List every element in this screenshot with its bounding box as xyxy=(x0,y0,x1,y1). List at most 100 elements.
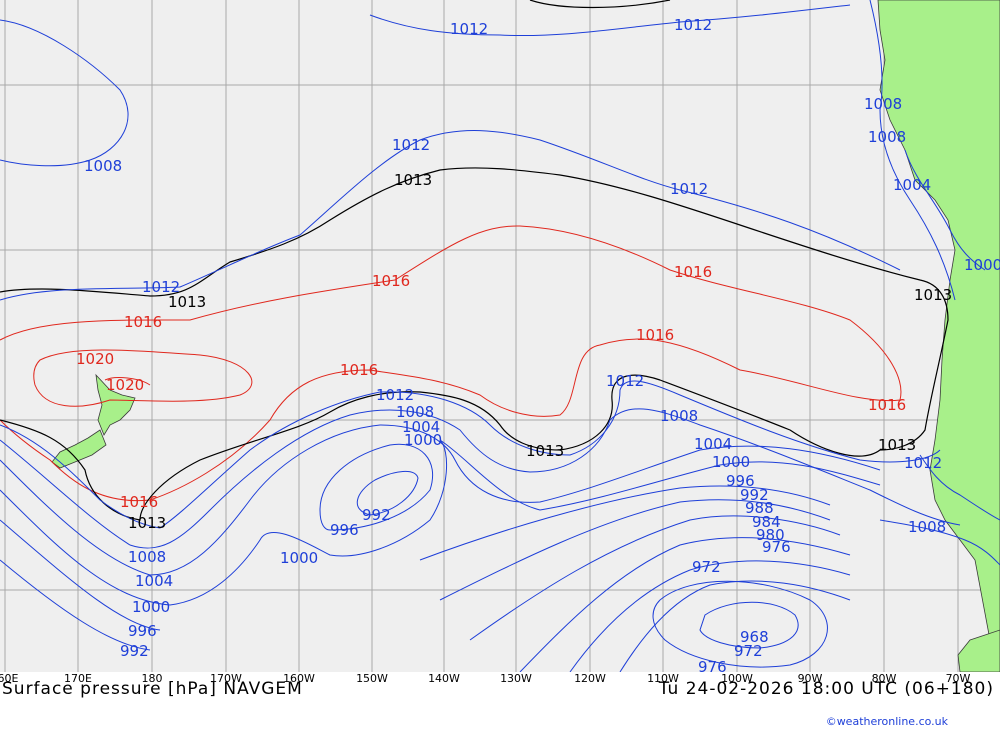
isobar-label: 1016 xyxy=(124,313,162,331)
longitude-label: 170W xyxy=(210,672,242,685)
isobar-label: 1013 xyxy=(914,286,952,304)
isobar-label: 1020 xyxy=(76,350,114,368)
isobar-label: 1012 xyxy=(674,16,712,34)
isobar-976-east xyxy=(619,580,851,672)
isobar-label: 992 xyxy=(740,486,769,504)
isobar-1008-west-coast xyxy=(869,0,956,301)
isobar-1020-inner xyxy=(104,377,151,386)
isobar-label: 1004 xyxy=(694,435,732,453)
isobar-996-low xyxy=(0,443,434,631)
isobar-label: 1012 xyxy=(142,278,180,296)
isobar-label: 1013 xyxy=(128,514,166,532)
longitude-label: 110W xyxy=(647,672,679,685)
new-zealand-south-island xyxy=(51,429,107,469)
isobar-label: 1000 xyxy=(712,453,750,471)
isobar-1008-south xyxy=(0,408,961,549)
isobar-label: 980 xyxy=(756,526,785,544)
isobar-992-sw xyxy=(0,559,151,651)
isobar-label: 1013 xyxy=(394,171,432,189)
isobar-1016-north xyxy=(0,225,902,502)
longitude-label: 80W xyxy=(871,672,897,685)
isobar-label: 1012 xyxy=(450,20,488,38)
isobar-label: 984 xyxy=(752,513,781,531)
pressure-map: 1012 1012 1008 1012 1012 1008 1008 1004 … xyxy=(0,0,1000,672)
longitude-label: 120W xyxy=(574,672,606,685)
longitude-label: 130W xyxy=(500,672,532,685)
valid-time: Tu 24-02-2026 18:00 UTC (06+180) xyxy=(658,679,994,699)
isobar-1013 xyxy=(0,167,949,521)
isobar-label: 1013 xyxy=(526,442,564,460)
credit-link[interactable]: ©weatheronline.co.uk xyxy=(825,715,948,728)
isobar-label: 1004 xyxy=(893,176,931,194)
isobar-988-east xyxy=(469,515,841,641)
isobar-label: 996 xyxy=(330,521,359,539)
isobar-1012-top xyxy=(369,4,851,37)
isobar-label: 976 xyxy=(762,538,791,556)
longitude-label: 140W xyxy=(428,672,460,685)
isobar-980-east xyxy=(569,560,851,672)
isobar-label: 1000 xyxy=(404,431,442,449)
isobar-label: 1008 xyxy=(868,128,906,146)
isobar-label: 1020 xyxy=(106,376,144,394)
isobar-label: 1000 xyxy=(132,598,170,616)
isobar-label: 972 xyxy=(692,558,721,576)
longitude-label: 70W xyxy=(945,672,971,685)
isobar-label: 1008 xyxy=(660,407,698,425)
longitude-label: 90W xyxy=(797,672,823,685)
isobar-992-low xyxy=(357,471,419,516)
isobar-1008-coast xyxy=(879,519,1000,566)
south-america-tip-land xyxy=(957,629,1000,672)
isobar-label: 1008 xyxy=(864,95,902,113)
isobar-1013-top xyxy=(529,0,671,9)
isobar-label: 1016 xyxy=(636,326,674,344)
isobar-972-ring xyxy=(652,580,828,668)
isobar-label: 1000 xyxy=(964,256,1000,274)
isobar-1012-coast xyxy=(919,454,1000,521)
longitude-label: 180 xyxy=(141,672,163,685)
isobar-label: 1016 xyxy=(340,361,378,379)
longitude-label: 100W xyxy=(721,672,753,685)
isobar-label: 1008 xyxy=(908,518,946,536)
isobar-label: 1016 xyxy=(868,396,906,414)
isobar-1004-south xyxy=(0,424,881,576)
map-canvas: 1012 1012 1008 1012 1012 1008 1008 1004 … xyxy=(0,0,1000,672)
isobar-label: 1000 xyxy=(280,549,318,567)
isobar-label: 1013 xyxy=(168,293,206,311)
isobar-1012-south xyxy=(0,380,941,529)
isobar-label: 1008 xyxy=(396,403,434,421)
isobar-label: 1004 xyxy=(402,418,440,436)
longitude-label: 60E xyxy=(0,672,19,685)
longitude-label: 160W xyxy=(283,672,315,685)
longitude-label: 150W xyxy=(356,672,388,685)
isobar-label: 976 xyxy=(698,658,727,672)
isobar-label: 1012 xyxy=(392,136,430,154)
isobar-1012-mid xyxy=(0,130,901,301)
isobar-label: 972 xyxy=(734,642,763,660)
isobar-label: 1012 xyxy=(670,180,708,198)
isobar-label: 1012 xyxy=(376,386,414,404)
isobar-label: 996 xyxy=(726,472,755,490)
map-footer: 60E 170E 180 170W 160W 150W 140W 130W 12… xyxy=(0,672,1000,733)
isobar-label: 1004 xyxy=(135,572,173,590)
isobar-968-ring xyxy=(699,601,799,649)
isobar-label: 1016 xyxy=(120,493,158,511)
isobar-1020-ring xyxy=(33,349,253,407)
isobar-label: 968 xyxy=(740,628,769,646)
isobar-label: 988 xyxy=(745,499,774,517)
map-title: Surface pressure [hPa] NAVGEM xyxy=(2,679,303,699)
longitude-label: 170E xyxy=(64,672,92,685)
isobar-label: 992 xyxy=(120,642,149,660)
isobar-label: 1008 xyxy=(128,548,166,566)
isobar-1000-south xyxy=(0,439,881,606)
isobar-1008-top-left xyxy=(0,19,129,167)
isobar-label: 1008 xyxy=(84,157,122,175)
isobar-992-east xyxy=(439,499,831,601)
isobar-label: 1012 xyxy=(904,454,942,472)
isobar-label: 1016 xyxy=(372,272,410,290)
isobar-1004-coast xyxy=(904,149,986,271)
isobar-984-east xyxy=(519,537,851,672)
isobar-label: 992 xyxy=(362,506,391,524)
isobar-label: 1012 xyxy=(606,372,644,390)
isobar-label: 1016 xyxy=(674,263,712,281)
isobar-label: 996 xyxy=(128,622,157,640)
